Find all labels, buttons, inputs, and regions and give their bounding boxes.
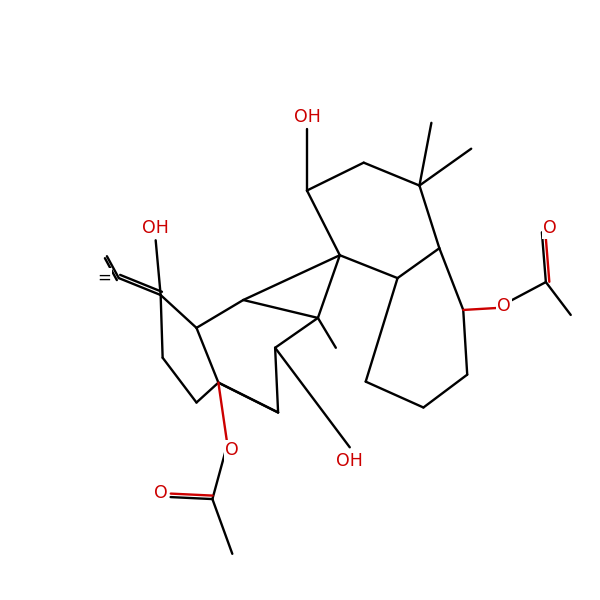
Text: O: O (226, 442, 239, 460)
Text: =: = (97, 269, 111, 287)
Text: O: O (543, 220, 557, 238)
Text: OH: OH (142, 220, 169, 238)
Text: OH: OH (337, 452, 363, 470)
Text: O: O (154, 484, 167, 502)
Text: O: O (497, 297, 511, 315)
Text: OH: OH (293, 108, 320, 126)
